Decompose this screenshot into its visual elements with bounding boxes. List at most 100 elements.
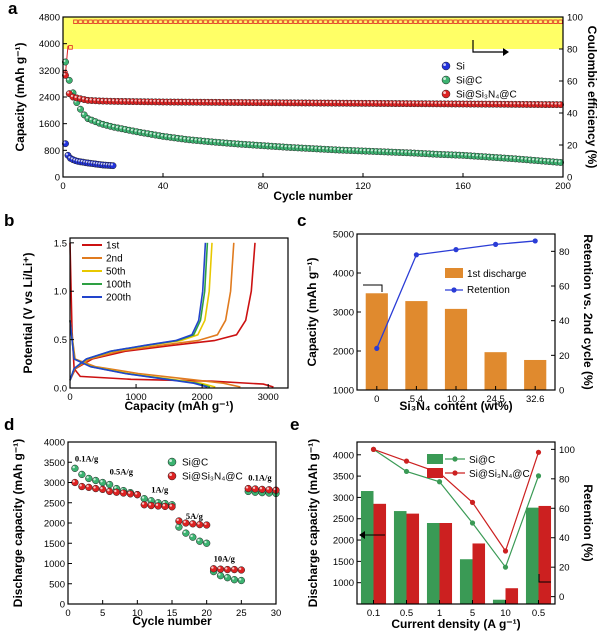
panel-a-point-sisin-highlight <box>532 102 535 105</box>
panel-c-y2label: Retention vs. 2nd cycle (%) <box>581 234 595 389</box>
panel-d-point-0-highlight <box>114 486 117 489</box>
panel-e-bar-sic <box>426 523 440 604</box>
panel-e-legend-1: Si@Si₃N₄@C <box>469 469 530 480</box>
panel-a-legend-marker-highlight <box>443 63 446 66</box>
panel-a-point-sic-highlight <box>194 138 197 141</box>
panel-a-ce-marker <box>428 19 433 24</box>
panel-c-x-tick-label: 0 <box>374 394 379 405</box>
panel-d-y-tick-label: 500 <box>49 579 65 590</box>
panel-a-point-sisin-highlight <box>145 99 149 102</box>
panel-a-ce-marker <box>323 19 328 24</box>
panel-a-point-sic-highlight <box>524 157 527 160</box>
panel-d-point-0 <box>92 476 100 485</box>
panel-d-point-0 <box>230 576 239 584</box>
panel-a-ce-marker <box>468 19 473 24</box>
panel-a-ce-marker <box>233 19 238 24</box>
panel-a-point-sisin-highlight <box>543 102 546 105</box>
panel-c-bar <box>405 301 428 390</box>
panel-b-y-tick-label: 0.5 <box>54 335 67 346</box>
panel-b-xlabel: Capacity (mAh g⁻¹) <box>124 399 233 413</box>
panel-a-ce-marker <box>288 19 293 24</box>
panel-e-x-tick-label: 10 <box>500 608 511 619</box>
panel-d-point-1 <box>265 486 273 494</box>
panel-a-point-sic-highlight <box>303 146 306 149</box>
panel-a-point-sic-highlight <box>532 158 535 161</box>
panel-c-x-tick-label: 24.5 <box>486 394 505 405</box>
panel-a-point-sisin-highlight <box>153 99 156 102</box>
panel-a-point-sic-highlight <box>412 150 415 154</box>
panel-a-point-sisin-highlight <box>374 101 377 104</box>
panel-a-point-sic-highlight <box>112 125 115 128</box>
panel-a-point-sic-highlight <box>528 157 531 161</box>
panel-a-ce-marker <box>308 19 313 24</box>
panel-a-point-sisin-highlight <box>367 101 370 104</box>
panel-a-point-sic-highlight <box>554 159 557 163</box>
panel-a-point-sisin-highlight <box>535 102 538 105</box>
panel-e-retention-point-1 <box>502 548 509 554</box>
panel-a-point-sic-highlight <box>389 149 392 153</box>
panel-d-point-0-highlight <box>100 480 103 483</box>
panel-a-ce-marker <box>403 19 408 24</box>
panel-a-point-sisin-highlight <box>325 100 328 104</box>
panel-a-point-sisin-highlight <box>78 96 81 99</box>
panel-a-point-sic-highlight <box>385 149 388 153</box>
panel-a-ce-marker <box>363 19 368 24</box>
panel-a-point-sic-highlight <box>104 123 107 126</box>
panel-a-point-sisin-highlight <box>412 101 415 104</box>
panel-e-legend-point <box>452 456 458 462</box>
panel-a-ce-marker <box>248 19 253 24</box>
panel-c-retention-point <box>413 252 419 258</box>
panel-a-point-sisin-highlight <box>190 99 194 103</box>
panel-a-point-sisin-highlight <box>460 101 463 104</box>
panel-a-point-sic-highlight <box>130 128 134 132</box>
panel-a-point-sic-highlight <box>344 148 347 151</box>
panel-a-ce-marker <box>423 19 428 24</box>
panel-a-point-sic-highlight <box>370 149 373 152</box>
panel-a-point-sisin-highlight <box>220 100 224 103</box>
panel-a-point-si <box>109 162 117 170</box>
panel-a-point-sic-highlight <box>63 59 66 62</box>
panel-a-ce-marker <box>198 19 203 24</box>
panel-d-legend-marker <box>167 457 177 467</box>
panel-a-ce-marker <box>553 19 558 24</box>
panel-e-legend-bar <box>427 454 443 464</box>
panel-d-x-tick-label: 0 <box>65 608 70 619</box>
panel-a-point-sic-highlight <box>228 141 231 144</box>
panel-a-ce-marker <box>488 19 493 24</box>
panel-a-point-sic-highlight <box>269 144 272 147</box>
panel-a-point-sisin-highlight <box>295 100 298 103</box>
panel-a-legend-marker-highlight <box>443 77 446 80</box>
panel-a-point-sic-highlight <box>393 150 396 153</box>
panel-d-point-1 <box>126 490 135 498</box>
panel-b-legend-2: 50th <box>106 267 125 278</box>
panel-a-point-sic-highlight <box>209 139 212 142</box>
panel-a-point-sisin-highlight <box>104 98 107 102</box>
panel-a-ce-marker <box>163 19 168 24</box>
panel-d-point-1-highlight <box>259 487 263 490</box>
panel-a-point-sisin-highlight <box>400 101 403 104</box>
panel-d-point-1 <box>216 565 225 573</box>
panel-a-ce-marker <box>348 19 353 24</box>
panel-a-ce-marker <box>513 19 518 24</box>
panel-c-x-tick-label: 10.2 <box>447 394 466 405</box>
panel-a-legend-0: Si <box>456 62 465 73</box>
panel-d-point-1-highlight <box>121 490 124 494</box>
panel-d-point-0-highlight <box>86 476 89 479</box>
panel-a-point-sisin-highlight <box>337 100 340 104</box>
panel-e-retention-point-0 <box>436 479 443 485</box>
panel-e-y2-tick-label: 0 <box>559 592 564 603</box>
panel-a-ce-marker <box>143 19 148 24</box>
panel-a-point-sic-highlight <box>509 156 512 159</box>
panel-a-point-sisin-highlight <box>205 100 209 103</box>
panel-a-point-sisin-highlight <box>517 102 520 105</box>
panel-a-point-sisin-highlight <box>93 98 96 101</box>
panel-d-y-tick-label: 2000 <box>44 519 65 530</box>
panel-e-y2-tick-label: 60 <box>559 504 570 515</box>
panel-e-retention-point-0 <box>502 564 509 570</box>
panel-a-point-sisin-highlight <box>119 99 122 102</box>
panel-e-legend-bar <box>427 468 443 478</box>
panel-d-point-0 <box>237 576 245 585</box>
panel-a-point-sic-highlight <box>415 151 418 154</box>
panel-a-ce-marker <box>278 19 283 24</box>
panel-a-legend-marker <box>441 89 451 99</box>
